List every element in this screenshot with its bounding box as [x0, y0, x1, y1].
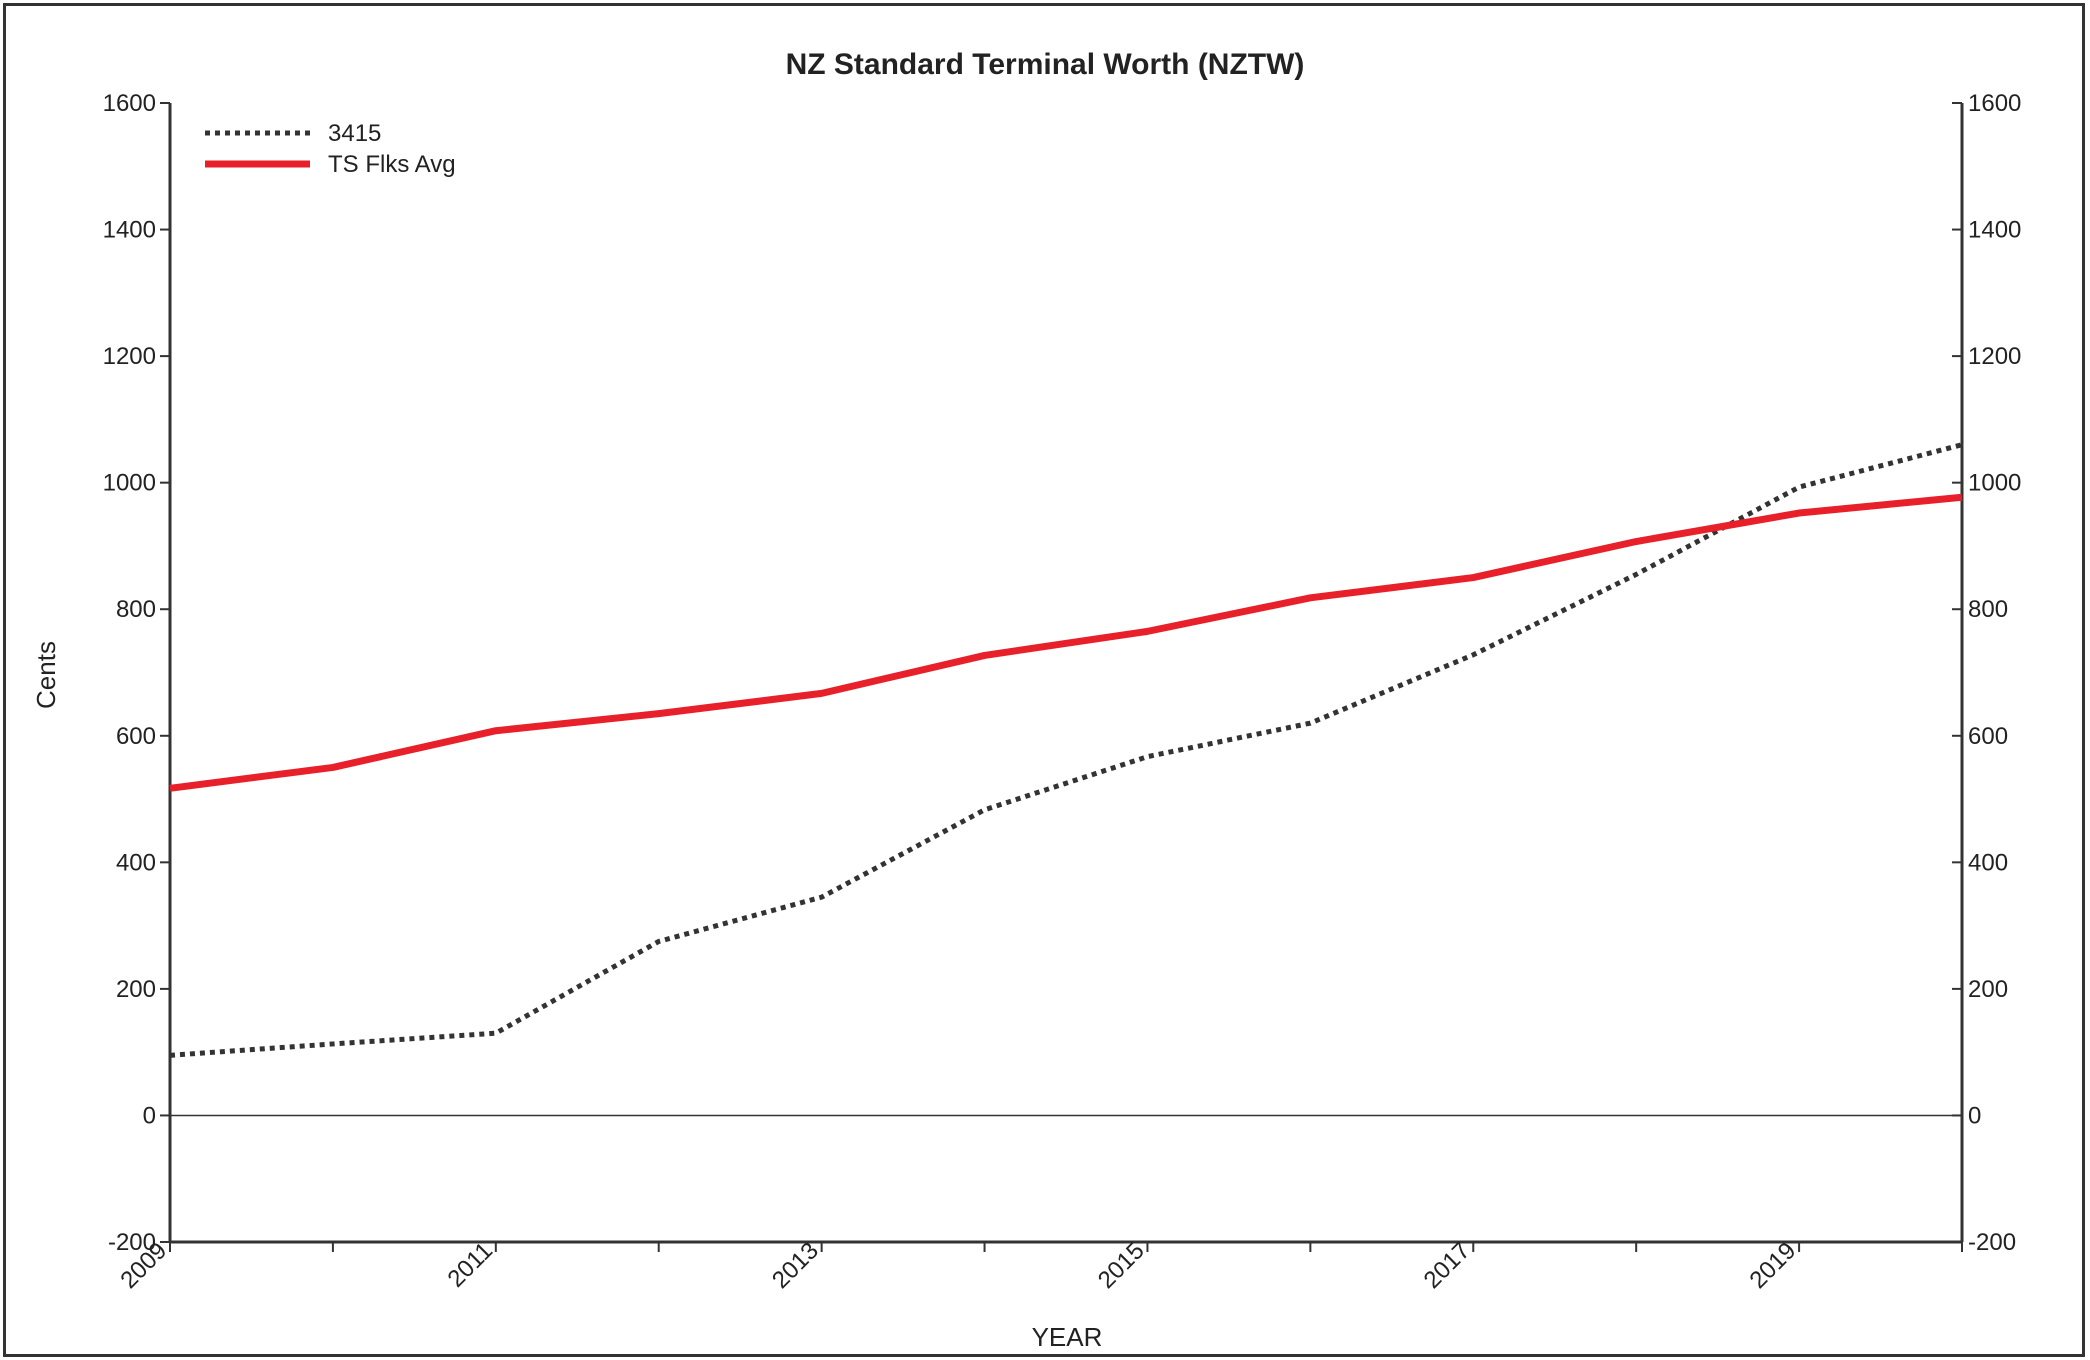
y-tick-label-left: 1600 — [103, 90, 156, 117]
x-tick-label: 2019 — [1744, 1237, 1801, 1294]
x-tick-label: 2017 — [1419, 1237, 1476, 1294]
y-tick-label-right: 1600 — [1968, 90, 2021, 117]
y-tick-label-left: 600 — [116, 723, 156, 750]
chart-title: NZ Standard Terminal Worth (NZTW) — [786, 48, 1305, 81]
y-tick-label-right: 200 — [1968, 976, 2008, 1003]
legend-label-1: 3415 — [328, 120, 381, 147]
chart-frame — [3, 3, 2085, 1357]
y-tick-label-right: 800 — [1968, 596, 2008, 623]
x-tick-label: 2013 — [767, 1237, 824, 1294]
axes-group: -200 -200 0 0 200 200 400 400 600 600 800 800 1000 10… — [103, 90, 2022, 1294]
y-tick-label-left: 0 — [143, 1102, 156, 1129]
y-tick-label-right: 400 — [1968, 849, 2008, 876]
y-tick-label-left: 1400 — [103, 217, 156, 244]
y-tick-label-left: 800 — [116, 596, 156, 623]
series-group — [169, 442, 1963, 1058]
y-tick-label-left: -200 — [108, 1229, 156, 1256]
y-tick-label-left: 1200 — [103, 343, 156, 370]
legend: 3415 TS Flks Avg — [205, 120, 456, 178]
y-tick-label-right: 1000 — [1968, 470, 2021, 497]
y-tick-label-right: 0 — [1968, 1102, 1981, 1129]
series-line-1 — [169, 442, 1963, 1058]
y-tick-label-right: -200 — [1968, 1229, 2016, 1256]
y-tick-label-right: 1200 — [1968, 343, 2021, 370]
series-line-2 — [169, 493, 1963, 792]
x-tick-label: 2011 — [442, 1237, 498, 1293]
y-tick-label-left: 200 — [116, 976, 156, 1003]
y-tick-label-right: 600 — [1968, 723, 2008, 750]
y-axis-label: Cents — [31, 641, 61, 709]
y-tick-label-left: 1000 — [103, 470, 156, 497]
x-axis-label: YEAR — [1032, 1322, 1103, 1352]
y-tick-label-right: 1400 — [1968, 217, 2021, 244]
y-tick-label-left: 400 — [116, 849, 156, 876]
legend-label-2: TS Flks Avg — [328, 151, 456, 178]
x-tick-label: 2015 — [1093, 1237, 1150, 1294]
